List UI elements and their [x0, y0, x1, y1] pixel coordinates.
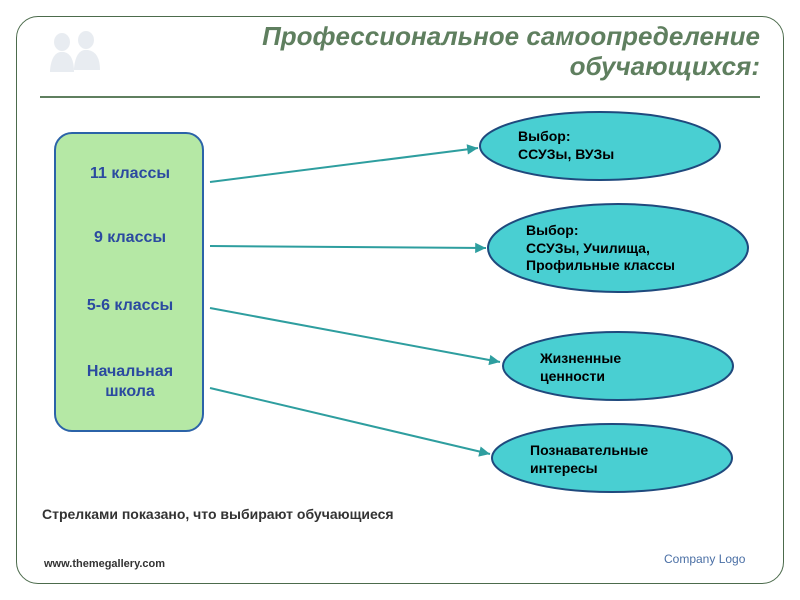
source-item-2: 5-6 классы [60, 296, 200, 316]
slide-title: Профессиональное самоопределение обучающ… [40, 22, 760, 82]
title-line-2: обучающихся: [570, 51, 760, 81]
target-label-0: Выбор:ССУЗы, ВУЗы [518, 128, 614, 163]
source-item-0: 11 классы [60, 164, 200, 184]
source-item-3: Начальнаяшкола [60, 362, 200, 402]
source-item-1: 9 классы [60, 228, 200, 248]
footer-company-logo: Company Logo [664, 552, 745, 566]
title-rule [40, 96, 760, 98]
target-label-1: Выбор:ССУЗы, Училища,Профильные классы [526, 222, 675, 275]
slide: Профессиональное самоопределение обучающ… [0, 0, 800, 600]
footer-url: www.themegallery.com [44, 558, 165, 570]
target-label-3: Познавательныеинтересы [530, 442, 648, 477]
title-line-1: Профессиональное самоопределение [262, 21, 760, 51]
target-label-2: Жизненныеценности [540, 350, 621, 385]
caption: Стрелками показано, что выбирают обучающ… [42, 506, 394, 522]
